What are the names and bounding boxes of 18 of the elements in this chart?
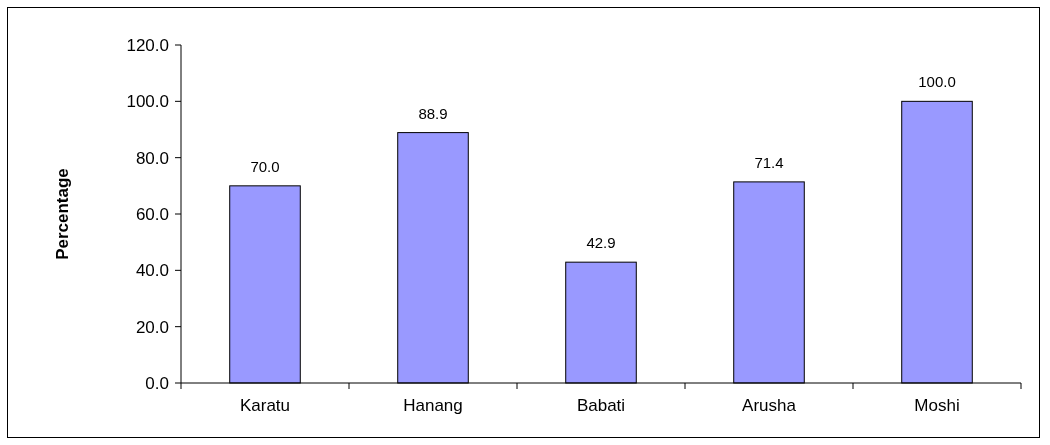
data-label: 71.4	[754, 153, 784, 171]
y-tick-label: 100.0	[126, 92, 169, 112]
y-tick-label: 40.0	[135, 261, 169, 281]
y-tick-label: 80.0	[135, 148, 169, 168]
y-tick-label: 120.0	[126, 35, 169, 55]
x-tick-label: Babati	[576, 396, 626, 415]
y-axis-title: Percentage	[53, 168, 72, 260]
data-label: 100.0	[918, 73, 956, 91]
x-tick-label: Karatu	[239, 396, 291, 415]
data-label: 88.9	[418, 104, 448, 122]
x-tick-label: Hanang	[403, 396, 463, 415]
x-tick-label: Arusha	[742, 396, 797, 415]
data-label: 42.9	[586, 234, 616, 252]
x-tick-label: Moshi	[914, 396, 960, 415]
data-label: 70.0	[250, 157, 280, 175]
y-tick-label: 20.0	[135, 317, 169, 337]
y-tick-label: 0.0	[145, 373, 169, 393]
y-tick-label: 60.0	[135, 204, 169, 224]
